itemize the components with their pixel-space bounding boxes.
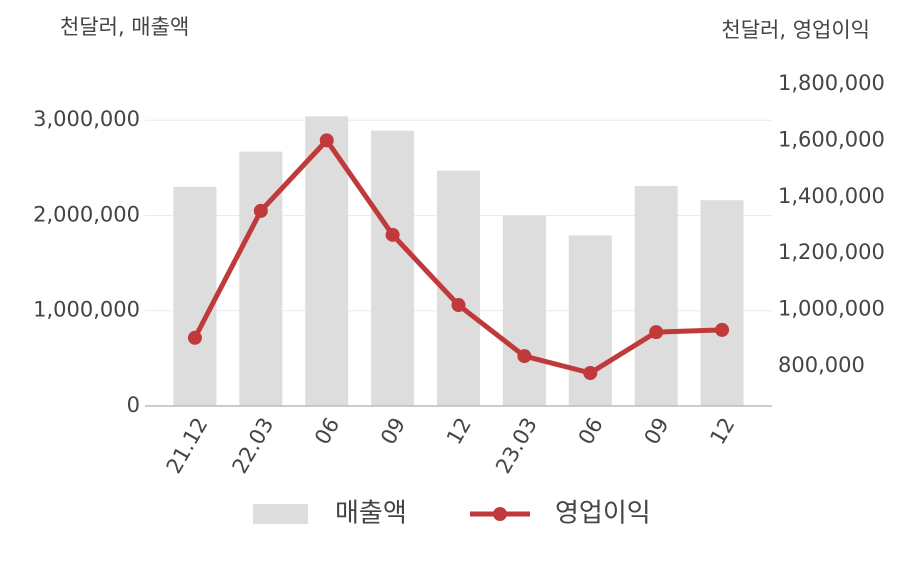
bar (173, 186, 217, 406)
x-tick-label: 23.03 (491, 414, 542, 478)
x-tick-label: 12 (705, 414, 739, 449)
bar (568, 235, 612, 406)
legend-label: 영업이익 (555, 499, 651, 529)
y-axis-title: 천달러, 매출액 (60, 15, 189, 39)
y2-tick-label: 1,200,000 (778, 240, 885, 264)
line-point (451, 298, 466, 313)
line-point (319, 133, 334, 148)
legend-marker (493, 507, 507, 521)
legend-label: 매출액 (335, 499, 407, 529)
y2-tick-label: 1,600,000 (778, 127, 885, 151)
bar (371, 130, 415, 406)
x-tick-label: 09 (640, 414, 674, 449)
y-tick-label: 0 (127, 393, 140, 417)
y2-axis-title: 천달러, 영업이익 (721, 18, 870, 42)
line-point (649, 325, 664, 340)
y-tick-label: 1,000,000 (33, 298, 140, 322)
line-point (517, 349, 532, 364)
y2-tick-label: 1,800,000 (778, 71, 885, 95)
y2-tick-label: 800,000 (778, 353, 865, 377)
x-tick-label: 09 (376, 414, 410, 449)
bar (700, 200, 744, 406)
legend-swatch (253, 504, 308, 524)
bar (502, 215, 546, 406)
bar (634, 185, 678, 406)
x-tick-label: 06 (574, 414, 608, 449)
y-tick-label: 3,000,000 (33, 107, 140, 131)
line-point (253, 203, 268, 218)
x-tick-label: 06 (310, 414, 344, 449)
line-point (715, 322, 730, 337)
y2-tick-label: 1,400,000 (778, 184, 885, 208)
line-point (187, 330, 202, 345)
x-tick-label: 12 (442, 414, 476, 449)
line-point (583, 366, 598, 381)
x-tick-label: 22.03 (228, 414, 279, 478)
y2-tick-label: 1,000,000 (778, 297, 885, 321)
line-point (385, 227, 400, 242)
bar (239, 151, 283, 406)
x-tick-label: 21.12 (162, 414, 213, 478)
y-tick-label: 2,000,000 (33, 202, 140, 226)
